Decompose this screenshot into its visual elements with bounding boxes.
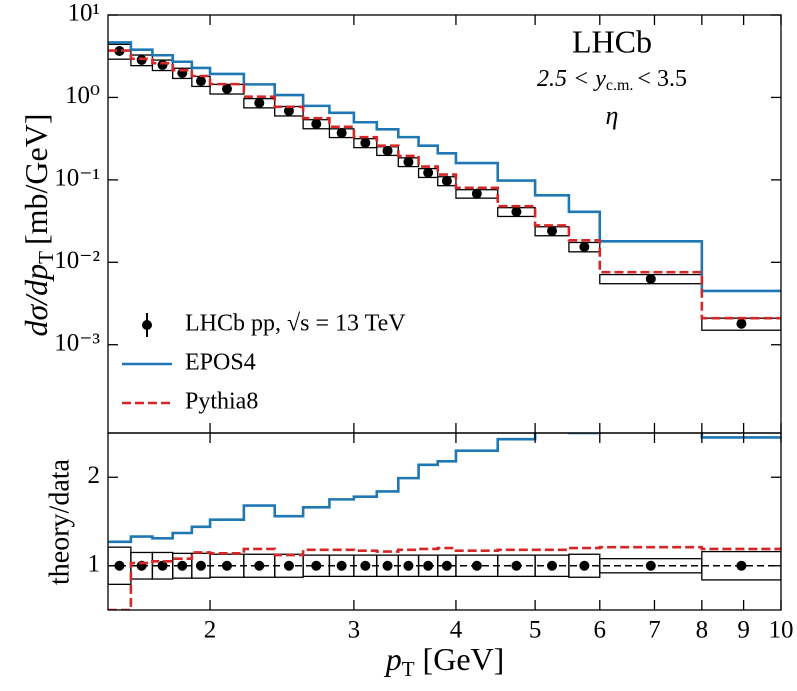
sys-box xyxy=(108,43,132,60)
x-axis-label: pT [GeV] xyxy=(384,641,505,680)
data-point xyxy=(114,45,125,56)
data-point xyxy=(471,560,482,571)
x-tick-label: 8 xyxy=(696,617,709,644)
data-point xyxy=(511,206,522,217)
x-tick-label: 7 xyxy=(648,617,661,644)
plot-area xyxy=(108,433,781,610)
annotation: LHCb xyxy=(572,23,652,59)
data-point xyxy=(360,137,371,148)
data-point xyxy=(441,560,452,571)
step-line xyxy=(108,49,781,320)
subtitle-post: < 3.5 xyxy=(637,66,687,92)
y-label-main: dσ/dp xyxy=(18,264,54,337)
data-point xyxy=(254,97,265,108)
y-label-sub: T xyxy=(34,251,58,264)
data-point xyxy=(177,560,188,571)
data-point xyxy=(382,145,393,156)
data-point xyxy=(736,560,747,571)
data-point xyxy=(360,560,371,571)
y-tick-label: 10⁰ xyxy=(65,82,100,109)
data-point xyxy=(157,59,168,70)
x-tick-label: 9 xyxy=(737,617,750,644)
y-tick-label: 10⁻¹ xyxy=(54,165,100,192)
data-point xyxy=(195,76,206,87)
data-point xyxy=(221,560,232,571)
legend-marker xyxy=(142,320,152,330)
x-tick-label: 10 xyxy=(769,617,794,644)
legend-label: EPOS4 xyxy=(185,350,256,376)
data-point xyxy=(283,105,294,116)
data-point xyxy=(645,273,656,284)
x-tick-label: 4 xyxy=(450,617,463,644)
data-point xyxy=(645,560,656,571)
y-label-unit: [mb/GeV] xyxy=(18,113,54,245)
subtitle: 2.5 < yc.m. < 3.5 xyxy=(537,66,687,94)
y-axis-label: dσ/dpT [mb/GeV] xyxy=(18,113,57,336)
data-point xyxy=(736,318,747,329)
data-point xyxy=(441,175,452,186)
data-point xyxy=(579,241,590,252)
data-point xyxy=(336,560,347,571)
legend-label: LHCb pp, √s = 13 TeV xyxy=(185,311,406,337)
subtitle-sub: c.m. xyxy=(606,77,634,94)
x-label-unit: [GeV] xyxy=(423,641,505,677)
y-tick-label: 1 xyxy=(88,550,101,577)
step-line xyxy=(108,433,781,544)
data-point xyxy=(195,560,206,571)
data-point xyxy=(471,188,482,199)
ratio-axis-label: theory/data xyxy=(44,458,75,585)
x-tick-label: 2 xyxy=(204,617,217,644)
step-line xyxy=(108,41,781,293)
x-tick-label: 5 xyxy=(529,617,542,644)
legend-label: Pythia8 xyxy=(185,389,258,415)
data-point xyxy=(157,560,168,571)
data-point xyxy=(511,560,522,571)
data-point xyxy=(311,560,322,571)
y-tick-label: 10⁻² xyxy=(54,247,100,274)
data-point xyxy=(283,560,294,571)
y-tick-label: 10⁻³ xyxy=(54,329,100,356)
data-point xyxy=(423,167,434,178)
data-point xyxy=(547,225,558,236)
y-tick-label: 2 xyxy=(88,462,101,489)
data-point xyxy=(221,83,232,94)
step-line xyxy=(108,545,781,610)
x-label-main: p xyxy=(384,641,402,677)
data-point xyxy=(579,560,590,571)
data-point xyxy=(382,560,393,571)
frame xyxy=(107,432,782,611)
data-point xyxy=(547,560,558,571)
data-point xyxy=(254,560,265,571)
data-point xyxy=(403,560,414,571)
y-tick-label: 10¹ xyxy=(68,0,101,27)
legend: LHCb pp, √s = 13 TeV EPOS4 Pythia8 xyxy=(122,311,406,415)
data-point xyxy=(423,560,434,571)
data-point xyxy=(403,156,414,167)
data-point xyxy=(114,560,125,571)
particle: η xyxy=(606,101,619,130)
data-point xyxy=(336,127,347,138)
subtitle-pre: 2.5 < y xyxy=(537,66,606,92)
plot-area xyxy=(108,41,781,331)
x-tick-label: 6 xyxy=(594,617,607,644)
data-point xyxy=(311,118,322,129)
x-tick-label: 3 xyxy=(348,617,361,644)
x-label-sub: T xyxy=(402,657,415,681)
